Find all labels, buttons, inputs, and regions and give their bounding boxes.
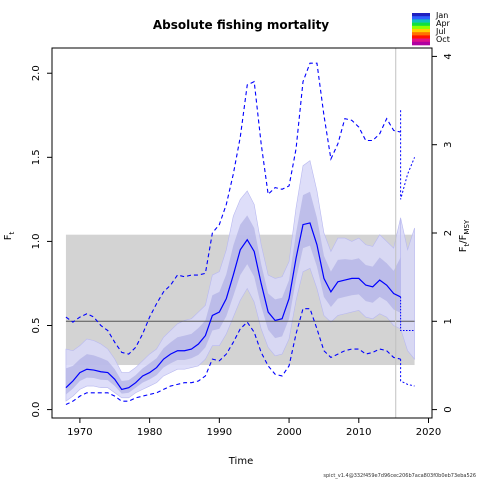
- legend-swatch-7: [412, 35, 430, 39]
- y-left-label-sub: t: [8, 231, 16, 234]
- x-tick-label-1970: 1970: [67, 427, 92, 438]
- legend-label-jul: Jul: [435, 27, 446, 36]
- legend-swatch-0: [412, 13, 430, 17]
- y-right-tick-label-2: 2: [443, 230, 454, 236]
- y-right-tick-label-4: 4: [443, 53, 454, 59]
- y-right-label-slash: /: [458, 240, 469, 244]
- x-axis: 1970 1980 1990 2000 2010 2020: [67, 418, 441, 438]
- y-left-tick-label-4: 2.0: [31, 65, 42, 81]
- y-left-tick-label-0: 0.0: [31, 402, 42, 418]
- forecast-ci-band: [400, 217, 415, 360]
- y-right-tick-label-1: 1: [443, 318, 454, 324]
- y-axis-left: 0.0 0.5 1.0 1.5 2.0: [31, 65, 52, 418]
- y-axis-left-label: Ft: [3, 231, 16, 240]
- legend-swatch-9: [412, 41, 430, 46]
- legend-swatch-3: [412, 22, 430, 27]
- forecast-upper-line: [400, 110, 416, 200]
- legend-label-oct: Oct: [436, 35, 450, 44]
- x-tick-label-1980: 1980: [137, 427, 162, 438]
- plot-area: [65, 48, 416, 418]
- legend-label-jan: Jan: [435, 11, 448, 20]
- y-right-label-num-sub: t: [463, 243, 471, 246]
- x-axis-label: Time: [228, 456, 253, 467]
- y-axis-right-label: Ft/FMSY: [458, 219, 471, 252]
- chart-title: Absolute fishing mortality: [153, 18, 329, 32]
- estimate-line: [65, 222, 401, 391]
- y-left-label-main: F: [3, 234, 14, 240]
- x-tick-label-2000: 2000: [276, 427, 301, 438]
- legend-label-apr: Apr: [436, 19, 451, 28]
- legend-swatch-8: [412, 38, 430, 43]
- y-right-label-den: F: [458, 234, 469, 240]
- y-right-tick-label-3: 3: [443, 142, 454, 148]
- legend-swatch-2: [412, 19, 430, 23]
- y-left-tick-label-1: 0.5: [31, 318, 42, 334]
- legend-swatch-5: [412, 29, 430, 33]
- y-left-tick-label-3: 1.5: [31, 149, 42, 165]
- x-tick-label-1990: 1990: [207, 427, 232, 438]
- y-right-label-num: F: [458, 246, 469, 252]
- y-axis-right: 0 1 2 3 4: [432, 53, 454, 413]
- x-tick-label-2010: 2010: [346, 427, 371, 438]
- footer-version: spict_v1.4@332f459e7d96cec206b7aca803f0b…: [323, 473, 476, 479]
- forecast-lower-line: [400, 359, 415, 387]
- legend-swatch-4: [412, 25, 430, 30]
- y-left-tick-label-2: 1.0: [31, 233, 42, 249]
- x-tick-label-2020: 2020: [416, 427, 441, 438]
- legend-swatch-6: [412, 32, 430, 36]
- upper-ci-line: [65, 62, 401, 355]
- y-right-label-den-sub: MSY: [463, 219, 471, 234]
- y-right-tick-label-0: 0: [443, 406, 454, 412]
- lower-ci-line: [65, 308, 401, 406]
- legend-swatch-1: [412, 16, 430, 20]
- inner-ci-band: [65, 191, 401, 395]
- forecast-estimate-line: [400, 296, 415, 332]
- season-color-legend: [412, 13, 430, 46]
